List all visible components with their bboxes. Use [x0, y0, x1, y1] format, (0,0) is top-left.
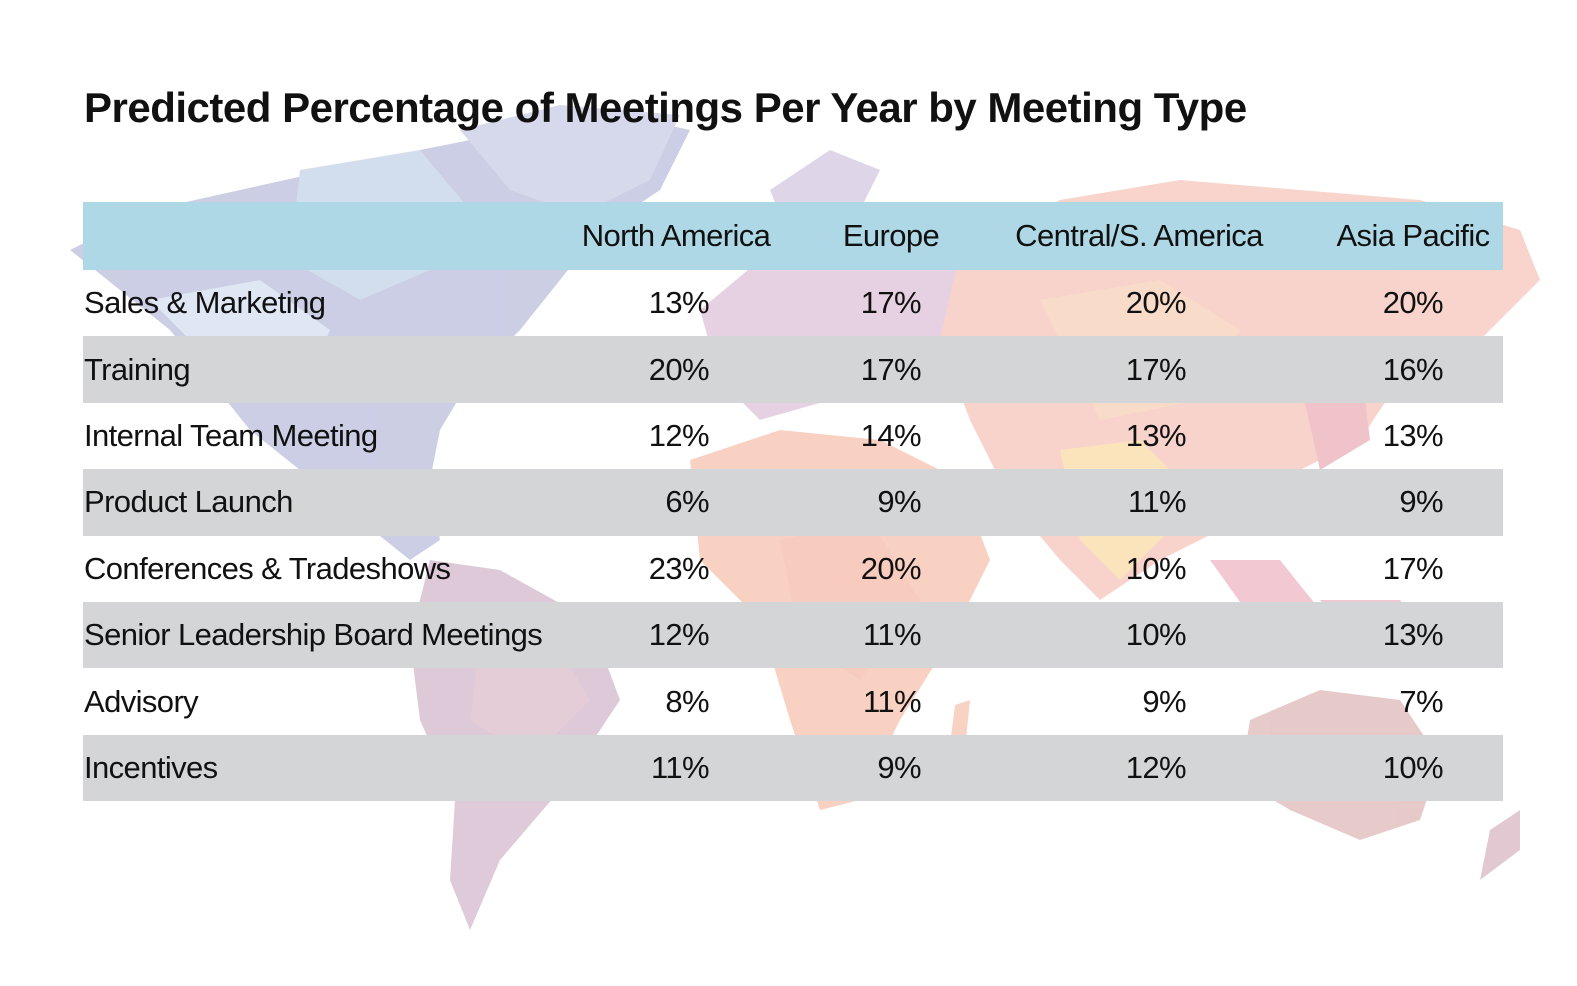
- value-cell: 10%: [1382, 749, 1444, 785]
- table-row: Senior Leadership Board Meetings 12% 11% 10…: [83, 601, 1503, 669]
- chart-title: Predicted Percentage of Meetings Per Yea…: [84, 84, 1247, 131]
- column-header: Asia Pacific: [1336, 218, 1490, 253]
- value-cell: 7%: [1399, 683, 1443, 719]
- table-row: Internal Team Meeting 12% 14% 13% 13%: [83, 403, 1503, 469]
- row-label: Advisory: [84, 683, 199, 719]
- value-cell: 23%: [648, 550, 710, 586]
- table-row: Training 20% 17% 17% 16%: [83, 336, 1503, 403]
- table-row: Advisory 8% 11% 9% 7%: [83, 668, 1503, 734]
- value-cell: 13%: [1382, 617, 1444, 653]
- value-cell: 10%: [1125, 550, 1187, 586]
- row-label: Sales & Marketing: [84, 285, 326, 321]
- column-header: North America: [581, 218, 771, 253]
- value-cell: 17%: [860, 351, 922, 387]
- row-label: Senior Leadership Board Meetings: [84, 617, 543, 653]
- value-cell: 20%: [1125, 285, 1187, 321]
- value-cell: 9%: [1399, 484, 1443, 520]
- value-cell: 13%: [1382, 417, 1444, 453]
- table-row: Product Launch 6% 9% 11% 9%: [83, 469, 1503, 536]
- value-cell: 12%: [1125, 749, 1187, 785]
- row-label: Training: [84, 351, 191, 387]
- value-cell: 9%: [877, 749, 921, 785]
- value-cell: 17%: [1125, 351, 1187, 387]
- row-label: Conferences & Tradeshows: [84, 550, 451, 586]
- value-cell: 17%: [1382, 550, 1444, 586]
- data-table: North America Europe Central/S. America Asi…: [83, 202, 1503, 802]
- row-label: Incentives: [84, 749, 218, 785]
- value-cell: 11%: [863, 683, 922, 719]
- value-cell: 11%: [863, 617, 922, 653]
- table-header-row: North America Europe Central/S. America Asi…: [83, 202, 1503, 270]
- value-cell: 20%: [1382, 285, 1444, 321]
- value-cell: 12%: [648, 417, 710, 453]
- row-label: Product Launch: [84, 484, 293, 520]
- value-cell: 9%: [1142, 683, 1186, 719]
- table-row: Conferences & Tradeshows 23% 20% 10% 17%: [83, 536, 1503, 602]
- table-row: Sales & Marketing 13% 17% 20% 20%: [83, 270, 1503, 336]
- value-cell: 13%: [1125, 417, 1187, 453]
- value-cell: 16%: [1382, 351, 1444, 387]
- value-cell: 17%: [860, 285, 922, 321]
- value-cell: 13%: [648, 285, 710, 321]
- value-cell: 10%: [1125, 617, 1187, 653]
- value-cell: 14%: [860, 417, 922, 453]
- value-cell: 20%: [860, 550, 922, 586]
- table-row: Incentives 11% 9% 12% 10%: [83, 734, 1503, 802]
- value-cell: 20%: [648, 351, 710, 387]
- value-cell: 12%: [648, 617, 710, 653]
- column-header: Europe: [842, 218, 940, 253]
- column-header: Central/S. America: [1015, 218, 1263, 253]
- row-label: Internal Team Meeting: [84, 417, 378, 453]
- value-cell: 11%: [1128, 484, 1187, 520]
- value-cell: 9%: [877, 484, 921, 520]
- value-cell: 8%: [665, 683, 709, 719]
- value-cell: 6%: [665, 484, 709, 520]
- value-cell: 11%: [651, 749, 710, 785]
